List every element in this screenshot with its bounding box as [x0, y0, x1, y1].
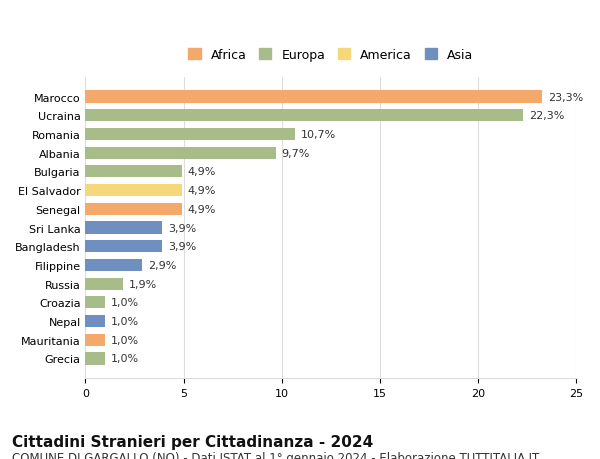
Bar [85, 91, 542, 103]
Text: 23,3%: 23,3% [548, 92, 584, 102]
Text: 2,9%: 2,9% [148, 260, 176, 270]
Text: 3,9%: 3,9% [168, 223, 196, 233]
Legend: Africa, Europa, America, Asia: Africa, Europa, America, Asia [184, 45, 477, 65]
Bar [85, 315, 105, 327]
Bar [85, 110, 523, 122]
Text: Cittadini Stranieri per Cittadinanza - 2024: Cittadini Stranieri per Cittadinanza - 2… [12, 434, 373, 449]
Bar [85, 222, 162, 234]
Bar [85, 334, 105, 346]
Text: 22,3%: 22,3% [529, 111, 564, 121]
Text: 3,9%: 3,9% [168, 242, 196, 252]
Text: 10,7%: 10,7% [301, 130, 337, 140]
Text: COMUNE DI GARGALLO (NO) - Dati ISTAT al 1° gennaio 2024 - Elaborazione TUTTITALI: COMUNE DI GARGALLO (NO) - Dati ISTAT al … [12, 451, 539, 459]
Text: 1,0%: 1,0% [111, 335, 139, 345]
Bar [85, 278, 123, 290]
Text: 9,7%: 9,7% [281, 148, 310, 158]
Bar [85, 241, 162, 253]
Text: 1,0%: 1,0% [111, 298, 139, 308]
Bar [85, 166, 182, 178]
Text: 4,9%: 4,9% [187, 204, 216, 214]
Text: 1,9%: 1,9% [128, 279, 157, 289]
Text: 4,9%: 4,9% [187, 167, 216, 177]
Text: 1,0%: 1,0% [111, 354, 139, 364]
Bar [85, 353, 105, 365]
Text: 4,9%: 4,9% [187, 186, 216, 196]
Bar [85, 185, 182, 197]
Bar [85, 147, 276, 159]
Bar [85, 203, 182, 215]
Text: 1,0%: 1,0% [111, 316, 139, 326]
Bar [85, 297, 105, 309]
Bar [85, 259, 142, 271]
Bar [85, 129, 295, 141]
